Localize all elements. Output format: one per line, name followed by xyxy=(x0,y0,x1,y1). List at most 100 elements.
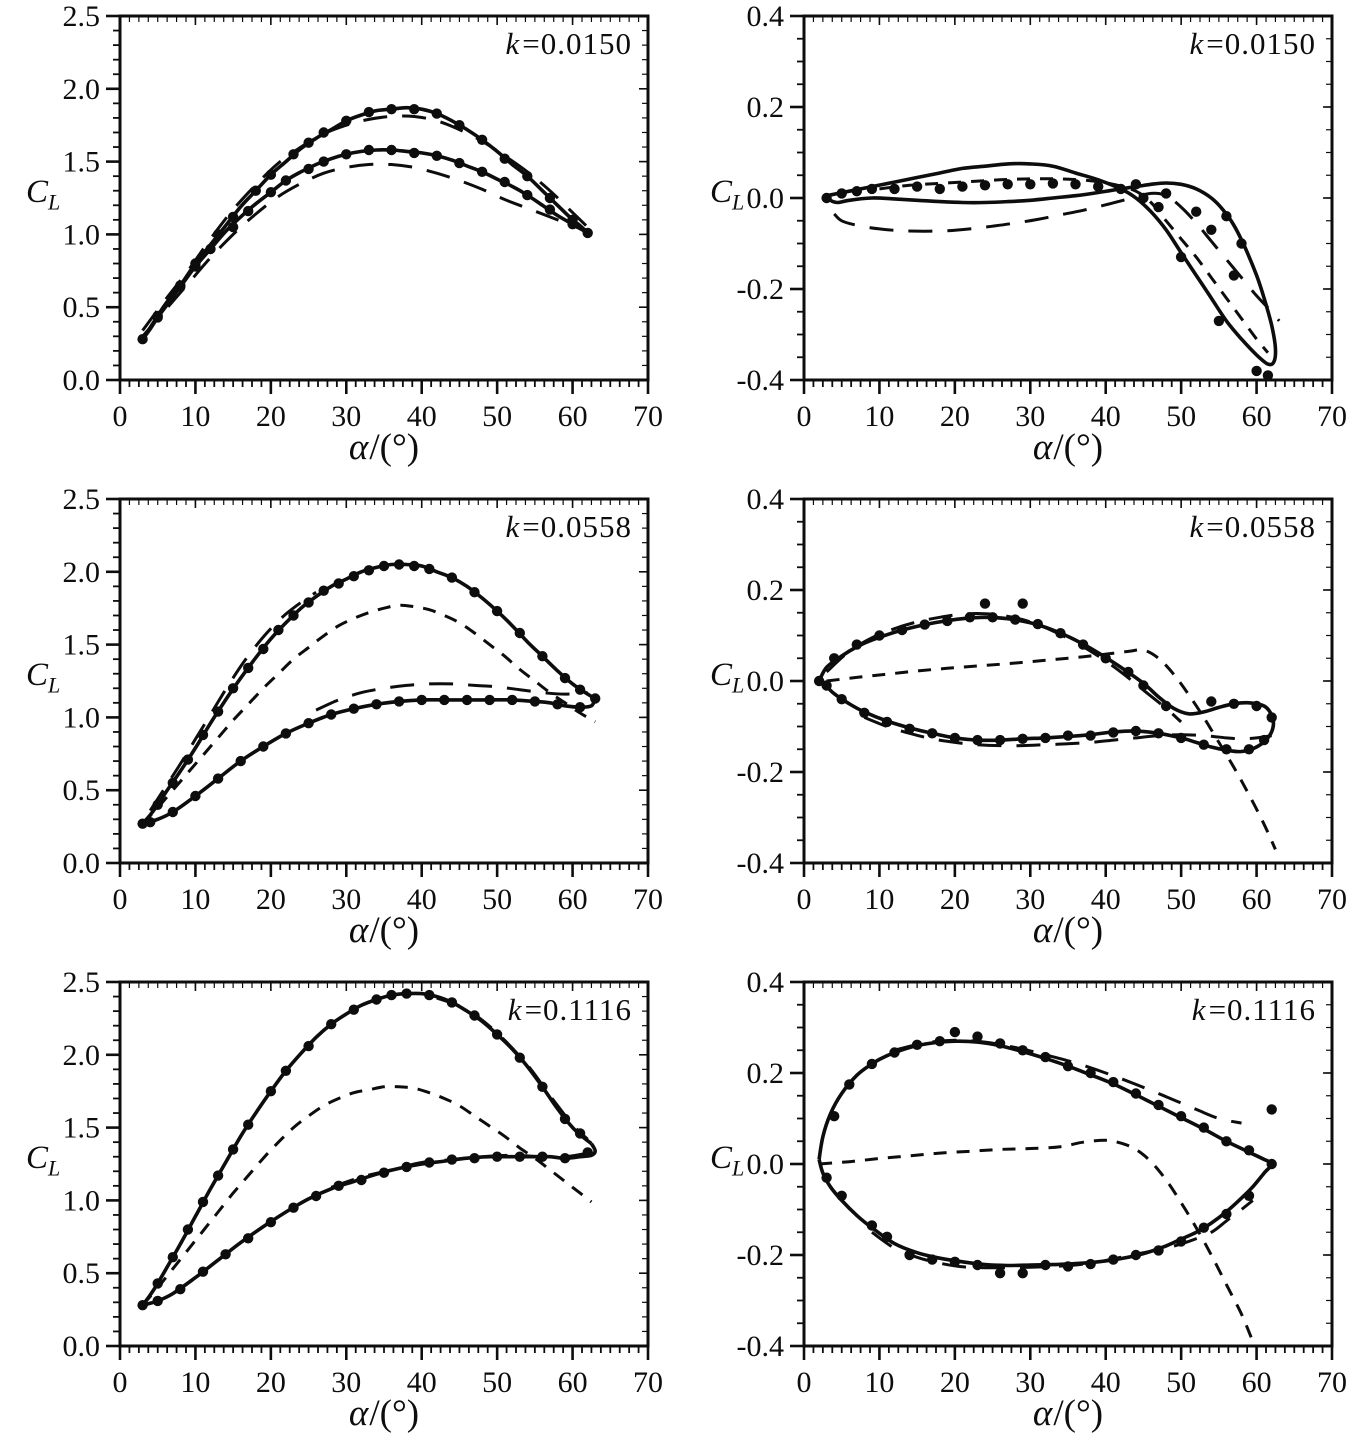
series-model-longdash-lower xyxy=(871,1199,1254,1270)
data-point xyxy=(152,1295,163,1307)
data-point xyxy=(401,1161,412,1173)
data-point xyxy=(205,243,216,255)
x-tick-label: 10 xyxy=(180,1366,210,1399)
data-point xyxy=(957,181,968,192)
data-point xyxy=(175,281,186,292)
data-point xyxy=(829,1111,840,1122)
data-point xyxy=(574,702,586,713)
data-point xyxy=(979,180,991,191)
plot-frame xyxy=(118,14,650,382)
y-tick-label: 0.0 xyxy=(63,1330,101,1363)
data-point xyxy=(243,662,254,674)
x-tick-label: 20 xyxy=(256,400,286,433)
data-point xyxy=(386,104,397,115)
x-tick-label: 30 xyxy=(331,400,361,433)
k-label: k=0.1116 xyxy=(507,992,632,1027)
data-point xyxy=(197,1196,209,1208)
data-point xyxy=(212,706,224,717)
x-tick-label: 20 xyxy=(940,883,970,916)
data-point xyxy=(288,610,299,621)
data-point xyxy=(1138,192,1149,204)
y-tick-label: 2.0 xyxy=(63,73,101,106)
plot-frame xyxy=(802,497,1334,865)
data-point xyxy=(1191,206,1202,217)
data-point xyxy=(1017,1045,1028,1056)
data-point xyxy=(1198,1222,1209,1233)
data-point xyxy=(303,163,314,175)
data-point xyxy=(424,1157,435,1168)
x-tick-label: 0 xyxy=(797,1366,812,1399)
data-point xyxy=(318,127,329,138)
y-tick-labels: -0.4 -0.2 0.0 0.2 0.4 xyxy=(737,483,785,880)
y-tick-label: 2.5 xyxy=(63,966,101,999)
x-tick-labels: 0 10 20 30 40 50 60 70 xyxy=(113,1366,664,1399)
subplot-residual-k0558: 0 10 20 30 40 50 60 70 -0.4 -0.2 0.0 0.2 0.4 k=0.055… xyxy=(684,483,1368,966)
data-point xyxy=(1266,1104,1277,1115)
chart-canvas: 0 10 20 30 40 50 60 70 -0.4 -0.2 0.0 0.2 0.4 xyxy=(737,0,1348,433)
data-point xyxy=(544,192,556,204)
data-point xyxy=(152,1278,163,1289)
x-tick-label: 30 xyxy=(1015,883,1045,916)
x-tick-label: 30 xyxy=(1015,1366,1045,1399)
series-group xyxy=(137,104,593,345)
data-point xyxy=(1055,628,1066,639)
subplot-residual-k0150: 0 10 20 30 40 50 60 70 -0.4 -0.2 0.0 0.2 0.4 k=0.015… xyxy=(684,0,1368,483)
y-tick-label: -0.4 xyxy=(737,364,785,397)
x-tick-label: 50 xyxy=(1166,1366,1196,1399)
chart-canvas: 0 10 20 30 40 50 60 70 -0.4 -0.2 0.0 0.2 0.4 xyxy=(737,966,1348,1399)
data-point xyxy=(911,181,923,192)
y-axis-title: CL xyxy=(710,1140,745,1181)
data-point xyxy=(859,707,870,718)
data-point xyxy=(1138,680,1149,691)
x-tick-label: 40 xyxy=(407,400,437,433)
data-point xyxy=(1070,179,1081,190)
x-tick-label: 40 xyxy=(407,883,437,916)
data-point xyxy=(559,672,571,684)
x-tick-label: 60 xyxy=(1242,1366,1272,1399)
data-point xyxy=(942,615,953,627)
y-tick-label: -0.2 xyxy=(737,273,785,306)
data-point xyxy=(152,799,163,810)
y-tick-label: 2.0 xyxy=(63,556,101,589)
series-model-shortdash xyxy=(141,1085,593,1307)
x-tick-labels: 0 10 20 30 40 50 60 70 xyxy=(797,883,1348,916)
data-point xyxy=(280,1065,292,1076)
data-point xyxy=(348,571,359,582)
data-point xyxy=(1085,1067,1096,1079)
data-point xyxy=(499,176,510,188)
data-point xyxy=(288,149,299,160)
data-point xyxy=(303,137,314,148)
data-point xyxy=(949,1026,961,1038)
x-tick-label: 70 xyxy=(633,883,663,916)
data-point xyxy=(866,1058,878,1070)
data-point xyxy=(348,703,359,714)
data-point xyxy=(491,1151,503,1162)
data-point xyxy=(303,718,314,729)
data-point xyxy=(904,723,915,734)
x-tick-label: 0 xyxy=(113,883,128,916)
data-point xyxy=(1175,732,1187,744)
y-tick-label: 1.5 xyxy=(63,146,101,179)
x-tick-label: 30 xyxy=(1015,400,1045,433)
y-axis-title: CL xyxy=(710,657,745,698)
x-tick-label: 60 xyxy=(1242,400,1272,433)
x-tick-label: 70 xyxy=(633,1366,663,1399)
data-point xyxy=(1221,744,1232,755)
series-model-longdash-lower xyxy=(330,1152,585,1189)
data-point xyxy=(280,728,292,739)
data-point xyxy=(378,1167,390,1178)
data-point xyxy=(896,624,908,636)
data-point xyxy=(821,1172,832,1183)
x-axis-title: α/(°) xyxy=(1032,427,1104,468)
data-point xyxy=(348,1004,359,1015)
data-point xyxy=(333,578,344,589)
data-point xyxy=(386,989,397,1001)
data-point xyxy=(258,643,269,655)
data-point xyxy=(243,205,254,217)
x-tick-labels: 0 10 20 30 40 50 60 70 xyxy=(797,400,1348,433)
data-point xyxy=(265,1217,277,1228)
y-tick-label: 1.0 xyxy=(63,701,101,734)
x-tick-label: 20 xyxy=(256,1366,286,1399)
x-tick-label: 40 xyxy=(407,1366,437,1399)
